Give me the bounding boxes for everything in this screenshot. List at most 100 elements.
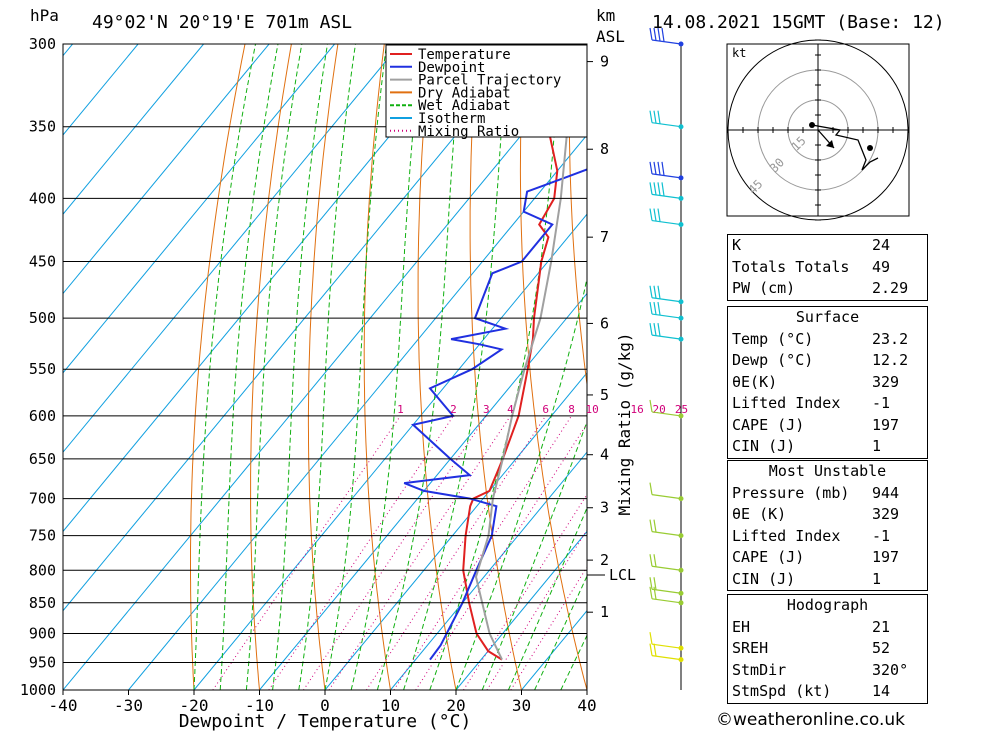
copyright-link[interactable]: ©weatheronline.co.uk: [716, 710, 906, 730]
wind-barb-shaft: [651, 565, 682, 571]
wind-barb-flag: [649, 586, 653, 599]
table-row: CIN (J) 1: [728, 436, 927, 458]
km-tick-label: 4: [600, 446, 609, 464]
table-row: Temp (°C) 23.2: [728, 329, 927, 351]
dry-adiabat-line: [988, 44, 1000, 690]
wind-barb-shaft: [651, 173, 682, 179]
wind-barb-flag: [653, 301, 657, 315]
mixing-ratio-line: [268, 415, 454, 690]
km-tick-label: 7: [600, 228, 609, 246]
wind-barb-flag: [653, 110, 657, 124]
wind-barb-flag: [649, 285, 653, 298]
isotherm-line: [63, 44, 532, 612]
km-tick-label: 6: [600, 314, 609, 332]
wind-barb-flag: [649, 323, 653, 336]
wet-adiabat-line: [298, 44, 356, 690]
wind-barb-flag: [649, 643, 653, 656]
mixing-ratio-line: [510, 566, 587, 690]
mixing-ratio-value-label: 4: [507, 403, 514, 416]
row-value: 24: [872, 236, 891, 254]
dry-adiabat-line: [190, 44, 246, 690]
pressure-tick-label: 800: [29, 561, 56, 579]
indices-table: K 24 Totals Totals 49 PW (cm) 2.29: [727, 234, 928, 301]
km-tick-label: 2: [600, 551, 609, 569]
wind-barb-flag: [657, 323, 661, 337]
row-value: 329: [872, 372, 900, 391]
wind-barb-flag: [653, 323, 657, 336]
legend-box: [385, 44, 588, 138]
table-row: PW (cm) 2.29: [728, 278, 927, 300]
wind-barb-flag: [653, 208, 657, 222]
pressure-tick-label: 850: [29, 594, 56, 612]
mixing-ratio-line: [328, 415, 511, 690]
lcl-label: LCL: [609, 566, 636, 584]
wind-barb-flag: [653, 182, 657, 195]
row-label: Lifted Index: [732, 394, 841, 412]
legend-label: Dewpoint: [418, 60, 485, 76]
x-tick-label: 30: [512, 696, 531, 715]
wind-barb-flag: [657, 182, 661, 196]
km-tick-label: 5: [600, 386, 609, 404]
row-label: PW (cm): [732, 279, 796, 297]
wind-barb-flag: [649, 161, 653, 174]
legend-label: Dry Adiabat: [418, 85, 511, 101]
surface-title: Surface: [795, 308, 860, 326]
table-row: CAPE (J) 197: [728, 415, 927, 437]
wind-barb-flag: [661, 27, 665, 42]
isotherm-line: [259, 292, 587, 690]
wind-barb-flag: [649, 632, 653, 645]
series-line-dewpoint: [403, 111, 587, 661]
row-label: EH: [732, 617, 751, 636]
isotherm-line: [63, 44, 270, 295]
wind-barb-shaft: [651, 193, 682, 199]
table-row: Lifted Index -1: [728, 393, 927, 415]
isotherm-line: [455, 530, 587, 690]
row-label: Dewp (°C): [732, 351, 814, 369]
wet-adiabat-line: [219, 44, 279, 690]
row-label: K: [732, 236, 742, 254]
row-value: 197: [872, 415, 900, 434]
table-row: Dewp (°C) 12.2: [728, 350, 927, 372]
wind-barb-flag: [657, 110, 661, 124]
table-row: EH 21: [728, 617, 927, 639]
asl-label: ASL: [596, 27, 625, 46]
wind-barb-flag: [657, 301, 661, 316]
wind-barb-shaft: [651, 655, 682, 661]
x-tick-label: 40: [577, 696, 596, 715]
row-value: 1: [872, 569, 882, 588]
row-value: -1: [872, 394, 891, 412]
mixing-ratio-value-label: 10: [586, 403, 599, 416]
table-row: Totals Totals 49: [728, 257, 927, 279]
dry-adiabat-line: [568, 44, 587, 388]
wind-barb-flag: [649, 482, 653, 495]
mixing-ratio-line: [365, 415, 547, 690]
hodograph-start-dot: [809, 122, 815, 128]
row-value: 197: [872, 548, 900, 566]
row-label: CIN (J): [732, 569, 796, 588]
wind-barb-flag: [661, 182, 665, 196]
isotherm-line: [390, 451, 587, 690]
dry-adiabat-line: [250, 44, 292, 690]
legend-label: Wet Adiabat: [418, 98, 511, 114]
mixing-ratio-axis-label: Mixing Ratio (g/kg): [615, 332, 634, 515]
x-tick-label: -20: [180, 696, 209, 715]
storm-motion-arrowhead: [826, 140, 834, 148]
wind-barb-flag: [653, 27, 657, 41]
wind-barb-shaft: [651, 39, 682, 45]
wind-barb-flag: [653, 577, 657, 590]
isotherm-line: [128, 134, 587, 690]
isotherm-line: [63, 44, 204, 215]
row-label: CIN (J): [732, 437, 796, 455]
legend-label: Mixing Ratio: [418, 124, 519, 140]
legend-label: Parcel Trajectory: [418, 73, 561, 89]
wet-adiabat-line: [534, 574, 587, 690]
row-value: 2.29: [872, 279, 909, 297]
row-value: 21: [872, 617, 891, 636]
wind-barb-flag: [653, 586, 657, 600]
wind-barb-flag: [657, 285, 661, 299]
wind-barb-flag: [657, 208, 661, 222]
x-axis-label: Dewpoint / Temperature (°C): [179, 711, 472, 732]
x-tick-label: -10: [245, 696, 274, 715]
wet-adiabat-line: [245, 44, 303, 690]
